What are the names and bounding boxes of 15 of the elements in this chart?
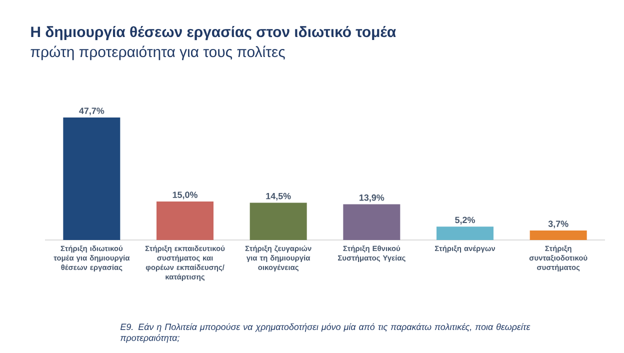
bar <box>436 226 494 240</box>
data-label: 3,7% <box>548 220 568 228</box>
chart-title: Η δημιουργία θέσεων εργασίας στον ιδιωτικό τομέα <box>31 26 396 40</box>
data-label: 47,7% <box>79 108 104 116</box>
chart-subtitle: πρώτη προτεραιότητα για τους πολίτες <box>30 46 285 60</box>
bar <box>63 117 120 240</box>
data-label: 13,9% <box>360 194 384 202</box>
data-label: 14,5% <box>266 192 291 201</box>
data-label: 5,2% <box>455 216 475 224</box>
data-label: 15,0% <box>172 192 198 200</box>
bar <box>156 201 214 240</box>
bar <box>250 202 307 240</box>
bar <box>343 204 400 240</box>
bar <box>530 230 587 240</box>
text: Ε9. Εάν η Πολιτεία μπορούσε να χρηματοδοτήσει μόνο μία από τις παρακάτω πολιτικές, ποια θεωρείτε προτεραιότητα; <box>120 323 530 343</box>
